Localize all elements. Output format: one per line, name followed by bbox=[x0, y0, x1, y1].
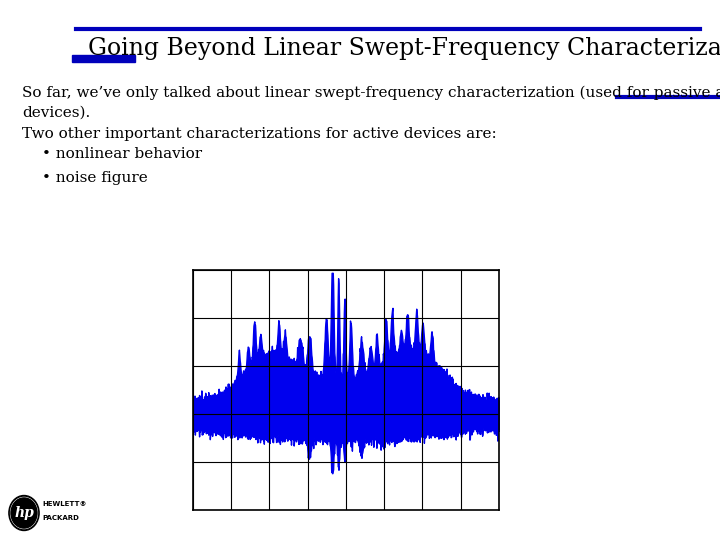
Text: hp: hp bbox=[14, 506, 34, 520]
Circle shape bbox=[11, 497, 37, 529]
Bar bbox=[72, 55, 135, 62]
Text: So far, we’ve only talked about linear swept-frequency characterization (used fo: So far, we’ve only talked about linear s… bbox=[22, 86, 720, 100]
Circle shape bbox=[9, 496, 39, 530]
Circle shape bbox=[11, 498, 37, 528]
Text: Going Beyond Linear Swept-Frequency Characterization: Going Beyond Linear Swept-Frequency Char… bbox=[88, 37, 720, 59]
Text: devices).: devices). bbox=[22, 106, 90, 120]
Text: • noise figure: • noise figure bbox=[42, 171, 148, 185]
Text: HEWLETT®: HEWLETT® bbox=[42, 501, 87, 507]
Text: Two other important characterizations for active devices are:: Two other important characterizations fo… bbox=[22, 127, 497, 141]
Text: • nonlinear behavior: • nonlinear behavior bbox=[42, 147, 202, 161]
Text: PACKARD: PACKARD bbox=[42, 515, 79, 521]
